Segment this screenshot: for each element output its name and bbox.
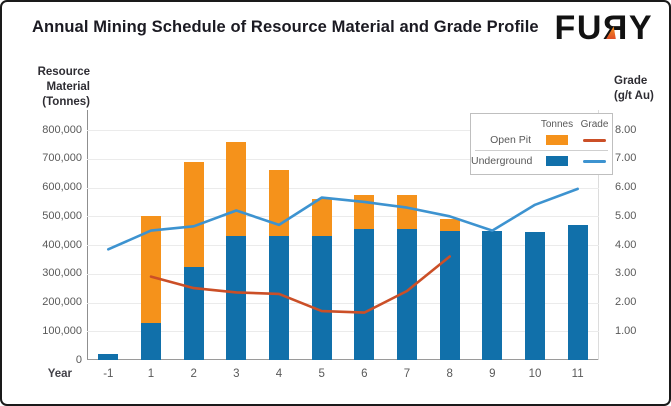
legend-col-tonnes: Tonnes xyxy=(540,119,574,130)
left-axis-tick: 200,000 xyxy=(42,296,82,308)
gridline xyxy=(87,130,599,131)
right-axis-tick: 7.00 xyxy=(615,152,637,165)
bar-underground-year-4 xyxy=(269,236,289,360)
left-axis-tick: 500,000 xyxy=(42,209,82,222)
x-axis-tick-year-11: 11 xyxy=(571,368,584,380)
legend-swatch-underground-grade xyxy=(577,157,612,166)
x-axis-tick-year-5: 5 xyxy=(318,368,325,380)
right-axis-tick: 2.00 xyxy=(615,296,637,308)
logo-letter-r: Я xyxy=(602,9,629,47)
legend-swatch-underground-tonnes xyxy=(537,153,577,169)
right-axis-tick: 5.00 xyxy=(615,209,637,222)
x-axis-label: Year xyxy=(47,368,72,380)
gridline xyxy=(87,187,599,189)
bar-underground-year-8 xyxy=(439,230,460,360)
gridline xyxy=(87,273,599,275)
x-axis-tick-year-8: 8 xyxy=(446,368,453,380)
chart-legend: Tonnes Grade Open Pit Underground xyxy=(470,113,613,175)
left-axis-tick: 100,000 xyxy=(42,324,82,337)
right-axis-tick: 8.00 xyxy=(615,123,637,136)
right-axis-tick: 6.00 xyxy=(615,181,637,193)
left-axis-tick: 600,000 xyxy=(42,181,82,193)
bottom-axis-line xyxy=(87,359,599,360)
left-axis-tick: 700,000 xyxy=(42,152,82,165)
legend-spacer xyxy=(471,123,537,126)
x-axis-tick-year-10: 10 xyxy=(528,368,542,380)
bar-open-pit-year-8 xyxy=(439,219,460,231)
legend-swatch-open-pit-tonnes xyxy=(537,132,577,148)
gridline xyxy=(87,216,599,218)
bar-open-pit-year-7 xyxy=(397,194,417,230)
left-axis-tick: 300,000 xyxy=(42,267,82,280)
bar-underground-year-1 xyxy=(141,322,161,360)
logo-orange-triangle-icon xyxy=(605,26,616,40)
bar-underground-year-7 xyxy=(397,229,417,360)
left-axis-tick: 400,000 xyxy=(42,238,82,251)
left-axis-line xyxy=(87,110,88,360)
left-axis-tick: 0 xyxy=(75,353,82,366)
chart-title: Annual Mining Schedule of Resource Mater… xyxy=(32,18,539,36)
bar-open-pit-year-4 xyxy=(269,170,289,237)
x-axis-tick-year--1: -1 xyxy=(103,368,114,380)
right-axis-line xyxy=(598,110,599,360)
x-axis-tick-year-2: 2 xyxy=(190,368,197,380)
x-axis-tick-year-1: 1 xyxy=(147,368,155,380)
bar-underground-year-2 xyxy=(183,266,204,360)
bar-underground-year-9 xyxy=(482,230,503,360)
left-axis-title: Resource Material (Tonnes) xyxy=(37,66,90,108)
x-axis-tick-year-9: 9 xyxy=(489,368,496,380)
x-axis-tick-year-7: 7 xyxy=(403,368,411,380)
bar-underground-year-5 xyxy=(311,236,332,360)
x-axis-tick-year-6: 6 xyxy=(361,368,368,380)
gridline xyxy=(87,245,599,246)
legend-label-open-pit: Open Pit xyxy=(490,134,531,146)
right-axis-tick: 4.00 xyxy=(615,238,637,251)
right-axis-title: Grade (g/t Au) xyxy=(614,75,654,102)
bar-open-pit-year-2 xyxy=(183,161,204,267)
legend-col-grade: Grade xyxy=(580,119,609,130)
right-axis-tick: 3.00 xyxy=(615,267,637,280)
logo-letter-y: Y xyxy=(628,9,653,47)
underground-grade-line xyxy=(106,187,580,251)
bar-underground-year--1 xyxy=(98,354,119,360)
gridline xyxy=(87,302,599,304)
bar-open-pit-year-5 xyxy=(311,199,332,237)
bar-underground-year-3 xyxy=(226,236,247,360)
x-axis-tick-year-4: 4 xyxy=(275,368,283,380)
gridline xyxy=(87,331,599,333)
legend-separator xyxy=(475,150,608,151)
bar-underground-year-11 xyxy=(567,224,588,360)
bar-open-pit-year-1 xyxy=(141,216,161,323)
logo-letters-fu: FU xyxy=(554,9,603,47)
open-pit-grade-line xyxy=(149,255,452,314)
bar-underground-year-10 xyxy=(525,232,545,360)
bar-underground-year-6 xyxy=(354,229,375,360)
grade-lines-layer xyxy=(106,187,580,314)
gridline xyxy=(87,158,599,160)
legend-swatch-open-pit-grade xyxy=(577,136,612,145)
left-axis-tick: 800,000 xyxy=(42,123,82,136)
right-axis-tick: 1.00 xyxy=(615,324,637,337)
legend-label-underground: Underground xyxy=(471,155,533,167)
fury-logo: FU Я Y xyxy=(554,9,653,47)
x-axis-tick-year-3: 3 xyxy=(233,368,240,380)
